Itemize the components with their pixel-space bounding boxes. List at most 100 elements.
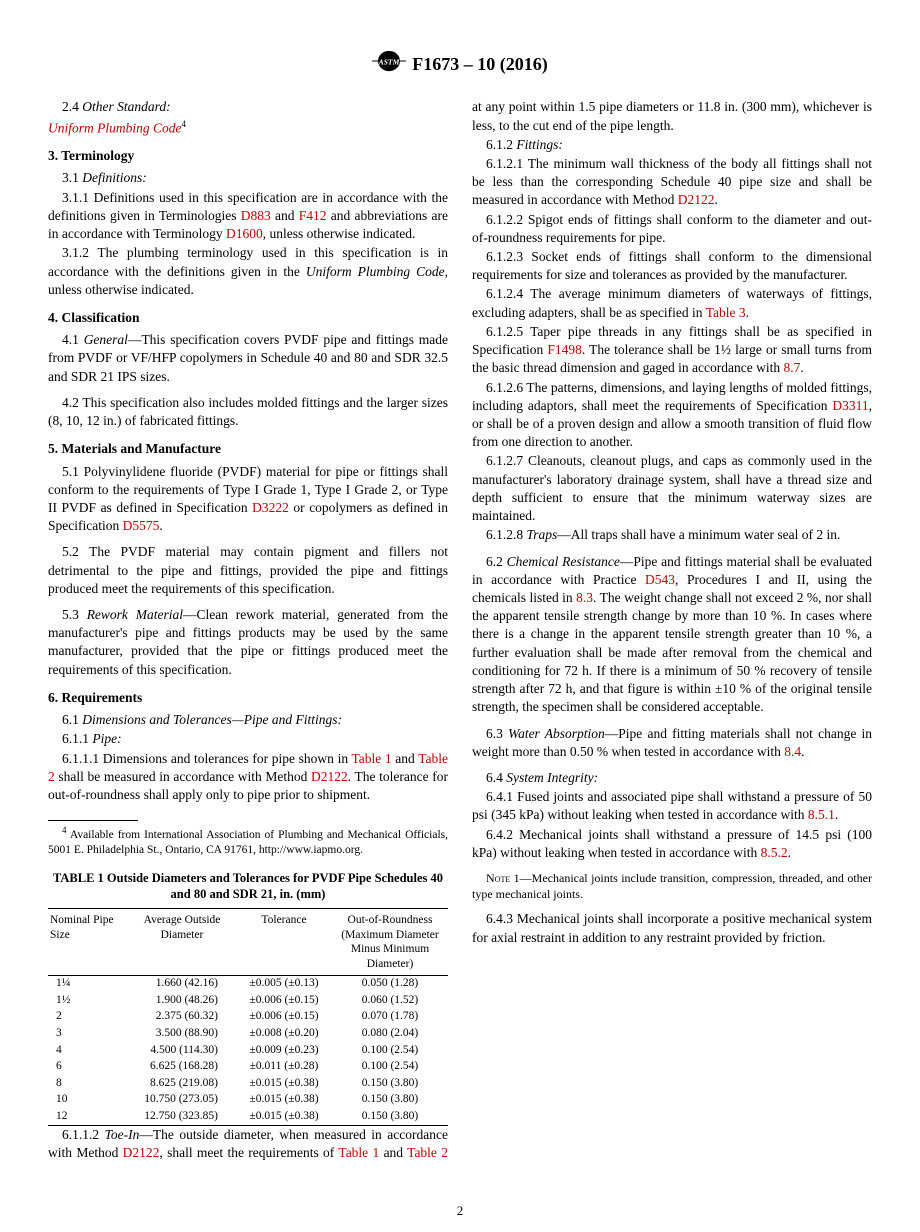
table-row: 1010.750 (273.05)±0.015 (±0.38)0.150 (3.… xyxy=(48,1092,448,1109)
designation: F1673 – 10 (2016) xyxy=(412,52,547,76)
sec-3-1-1: 3.1.1 Definitions used in this specifica… xyxy=(48,189,448,244)
heading-6: 6. Requirements xyxy=(48,689,448,707)
sec-3-1: 3.1 Definitions: xyxy=(48,169,448,187)
cell-oor: 0.080 (2.04) xyxy=(332,1025,448,1042)
cell-size: 2 xyxy=(48,1009,128,1026)
table-row: 1¼1.660 (42.16)±0.005 (±0.13)0.050 (1.28… xyxy=(48,976,448,993)
table-row: 1212.750 (323.85)±0.015 (±0.38)0.150 (3.… xyxy=(48,1108,448,1125)
cell-oor: 0.150 (3.80) xyxy=(332,1075,448,1092)
link-8-5-2[interactable]: 8.5.2 xyxy=(761,845,788,860)
link-d3222[interactable]: D3222 xyxy=(252,500,289,515)
page-header: ASTM F1673 – 10 (2016) xyxy=(48,50,872,78)
cell-size: 3 xyxy=(48,1025,128,1042)
table-1-title: TABLE 1 Outside Diameters and Tolerances… xyxy=(48,870,448,903)
table-row: 1½1.900 (48.26)±0.006 (±0.15)0.060 (1.52… xyxy=(48,992,448,1009)
cell-od: 4.500 (114.30) xyxy=(128,1042,236,1059)
cell-od: 10.750 (273.05) xyxy=(128,1092,236,1109)
sec-6-1-2-3: 6.1.2.3 Socket ends of fittings shall co… xyxy=(472,248,872,284)
link-8-4[interactable]: 8.4 xyxy=(784,744,801,759)
cell-od: 8.625 (219.08) xyxy=(128,1075,236,1092)
cell-tol: ±0.006 (±0.15) xyxy=(236,1009,332,1026)
sec-6-1-2-5: 6.1.2.5 Taper pipe threads in any fittin… xyxy=(472,323,872,378)
link-8-7[interactable]: 8.7 xyxy=(784,360,801,375)
page-number: 2 xyxy=(48,1202,872,1220)
link-f1498[interactable]: F1498 xyxy=(547,342,582,357)
link-d2122b[interactable]: D2122 xyxy=(123,1145,160,1160)
cell-oor: 0.150 (3.80) xyxy=(332,1092,448,1109)
table-row: 22.375 (60.32)±0.006 (±0.15)0.070 (1.78) xyxy=(48,1009,448,1026)
table-row: 33.500 (88.90)±0.008 (±0.20)0.080 (2.04) xyxy=(48,1025,448,1042)
link-8-5-1[interactable]: 8.5.1 xyxy=(808,807,835,822)
link-f412[interactable]: F412 xyxy=(299,208,327,223)
link-d883[interactable]: D883 xyxy=(241,208,271,223)
sec-6-1-2: 6.1.2 Fittings: xyxy=(472,136,872,154)
cell-tol: ±0.008 (±0.20) xyxy=(236,1025,332,1042)
cell-size: 4 xyxy=(48,1042,128,1059)
body-columns: 2.4 Other Standard: Uniform Plumbing Cod… xyxy=(48,98,872,1188)
sec-4-2: 4.2 This specification also includes mol… xyxy=(48,394,448,430)
sec-6-4: 6.4 System Integrity: xyxy=(472,769,872,787)
table-1-body: 1¼1.660 (42.16)±0.005 (±0.13)0.050 (1.28… xyxy=(48,976,448,1125)
link-8-3[interactable]: 8.3 xyxy=(576,590,593,605)
sec-6-1-1: 6.1.1 Pipe: xyxy=(48,730,448,748)
heading-3: 3. Terminology xyxy=(48,147,448,165)
cell-size: 10 xyxy=(48,1092,128,1109)
cell-oor: 0.100 (2.54) xyxy=(332,1042,448,1059)
link-table2b[interactable]: Table 2 xyxy=(407,1145,448,1160)
sec-6-2: 6.2 Chemical Resistance—Pipe and fitting… xyxy=(472,553,872,717)
heading-5: 5. Materials and Manufacture xyxy=(48,440,448,458)
table-row: 66.625 (168.28)±0.011 (±0.28)0.100 (2.54… xyxy=(48,1059,448,1076)
cell-oor: 0.100 (2.54) xyxy=(332,1059,448,1076)
link-d543[interactable]: D543 xyxy=(645,572,675,587)
link-table1[interactable]: Table 1 xyxy=(351,751,391,766)
sec-6-1-2-1: 6.1.2.1 The minimum wall thickness of th… xyxy=(472,155,872,210)
link-d3311[interactable]: D3311 xyxy=(832,398,868,413)
sec-2-4: 2.4 Other Standard: xyxy=(48,98,448,116)
link-d2122[interactable]: D2122 xyxy=(311,769,348,784)
link-d5575[interactable]: D5575 xyxy=(123,518,160,533)
sec-4-1: 4.1 General—This specification covers PV… xyxy=(48,331,448,386)
table-row: 88.625 (219.08)±0.015 (±0.38)0.150 (3.80… xyxy=(48,1075,448,1092)
table-header: Average Outside Diameter xyxy=(128,909,236,975)
uniform-plumbing-code-link[interactable]: Uniform Plumbing Code xyxy=(48,120,182,135)
table-header: Out-of-Roundness (Maximum Diameter Minus… xyxy=(332,909,448,975)
sec-2-4-line: Uniform Plumbing Code4 xyxy=(48,118,448,138)
heading-4: 4. Classification xyxy=(48,309,448,327)
cell-tol: ±0.009 (±0.23) xyxy=(236,1042,332,1059)
cell-od: 1.900 (48.26) xyxy=(128,992,236,1009)
sec-6-4-1: 6.4.1 Fused joints and associated pipe s… xyxy=(472,788,872,824)
sec-6-4-2: 6.4.2 Mechanical joints shall withstand … xyxy=(472,826,872,862)
sec-6-4-3: 6.4.3 Mechanical joints shall incorporat… xyxy=(472,910,872,946)
link-table1b[interactable]: Table 1 xyxy=(338,1145,379,1160)
cell-tol: ±0.015 (±0.38) xyxy=(236,1075,332,1092)
sec-6-1-2-7: 6.1.2.7 Cleanouts, cleanout plugs, and c… xyxy=(472,452,872,525)
sec-6-1-2-8: 6.1.2.8 Traps—All traps shall have a min… xyxy=(472,526,872,544)
table-1: TABLE 1 Outside Diameters and Tolerances… xyxy=(48,870,448,1126)
sec-6-1-2-2: 6.1.2.2 Spigot ends of fittings shall co… xyxy=(472,211,872,247)
footnote-rule xyxy=(48,820,138,821)
cell-od: 1.660 (42.16) xyxy=(128,976,236,993)
cell-tol: ±0.015 (±0.38) xyxy=(236,1092,332,1109)
link-d1600[interactable]: D1600 xyxy=(226,226,263,241)
cell-size: 1¼ xyxy=(48,976,128,993)
link-d2122c[interactable]: D2122 xyxy=(678,192,715,207)
link-table3[interactable]: Table 3 xyxy=(706,305,746,320)
sec-6-3: 6.3 Water Absorption—Pipe and fitting ma… xyxy=(472,725,872,761)
table-1-grid: Nominal Pipe Size Average Outside Diamet… xyxy=(48,909,448,975)
cell-oor: 0.050 (1.28) xyxy=(332,976,448,993)
sec-6-1-1-1: 6.1.1.1 Dimensions and tolerances for pi… xyxy=(48,750,448,805)
cell-od: 3.500 (88.90) xyxy=(128,1025,236,1042)
astm-logo: ASTM xyxy=(372,50,406,78)
table-header: Nominal Pipe Size xyxy=(48,909,128,975)
sec-6-1: 6.1 Dimensions and Tolerances—Pipe and F… xyxy=(48,711,448,729)
sec-6-1-2-6: 6.1.2.6 The patterns, dimensions, and la… xyxy=(472,379,872,452)
cell-oor: 0.070 (1.78) xyxy=(332,1009,448,1026)
cell-oor: 0.150 (3.80) xyxy=(332,1108,448,1125)
table-row: 44.500 (114.30)±0.009 (±0.23)0.100 (2.54… xyxy=(48,1042,448,1059)
cell-tol: ±0.011 (±0.28) xyxy=(236,1059,332,1076)
cell-od: 12.750 (323.85) xyxy=(128,1108,236,1125)
cell-size: 8 xyxy=(48,1075,128,1092)
cell-od: 6.625 (168.28) xyxy=(128,1059,236,1076)
cell-tol: ±0.006 (±0.15) xyxy=(236,992,332,1009)
sec-5-2: 5.2 The PVDF material may contain pigmen… xyxy=(48,543,448,598)
